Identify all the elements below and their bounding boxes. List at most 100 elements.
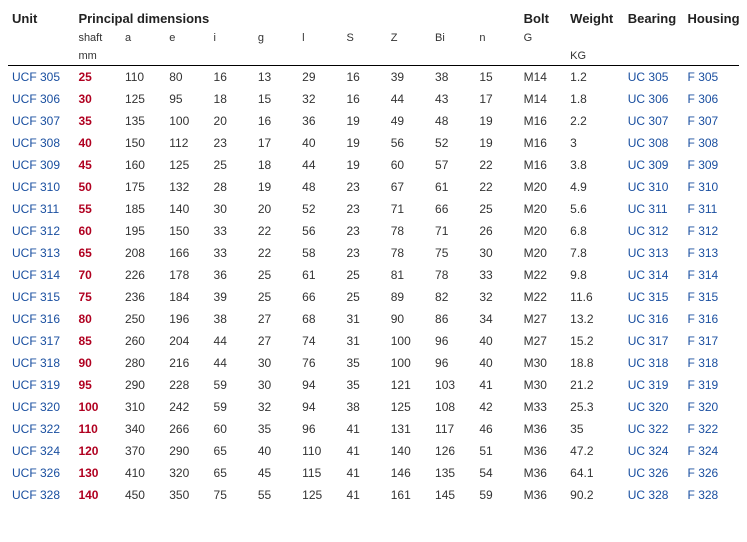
bearing-dimensions-table: Unit Principal dimensions Bolt Weight Be… <box>8 8 739 506</box>
bearing-link[interactable]: UC 306 <box>624 88 684 110</box>
shaft-value: 40 <box>74 132 121 154</box>
bearing-link[interactable]: UC 324 <box>624 440 684 462</box>
weight-value: 5.6 <box>566 198 624 220</box>
bearing-link[interactable]: UC 320 <box>624 396 684 418</box>
housing-link[interactable]: F 324 <box>684 440 739 462</box>
housing-link[interactable]: F 309 <box>684 154 739 176</box>
unit-link[interactable]: UCF 320 <box>8 396 74 418</box>
unit-link[interactable]: UCF 317 <box>8 330 74 352</box>
dim-e: 140 <box>165 198 209 220</box>
housing-link[interactable]: F 306 <box>684 88 739 110</box>
housing-link[interactable]: F 314 <box>684 264 739 286</box>
bearing-link[interactable]: UC 309 <box>624 154 684 176</box>
dim-l: 94 <box>298 374 342 396</box>
dim-i: 20 <box>210 110 254 132</box>
dim-S: 41 <box>342 418 386 440</box>
dim-n: 26 <box>475 220 519 242</box>
bearing-link[interactable]: UC 308 <box>624 132 684 154</box>
housing-link[interactable]: F 305 <box>684 66 739 88</box>
bearing-link[interactable]: UC 307 <box>624 110 684 132</box>
unit-link[interactable]: UCF 313 <box>8 242 74 264</box>
housing-link[interactable]: F 311 <box>684 198 739 220</box>
housing-link[interactable]: F 317 <box>684 330 739 352</box>
bolt-G: M20 <box>520 176 567 198</box>
unit-link[interactable]: UCF 314 <box>8 264 74 286</box>
unit-link[interactable]: UCF 305 <box>8 66 74 88</box>
dim-S: 31 <box>342 330 386 352</box>
dim-Z: 131 <box>387 418 431 440</box>
unit-link[interactable]: UCF 310 <box>8 176 74 198</box>
dim-n: 34 <box>475 308 519 330</box>
housing-link[interactable]: F 313 <box>684 242 739 264</box>
unit-link[interactable]: UCF 307 <box>8 110 74 132</box>
housing-link[interactable]: F 318 <box>684 352 739 374</box>
bearing-link[interactable]: UC 326 <box>624 462 684 484</box>
bearing-link[interactable]: UC 315 <box>624 286 684 308</box>
bearing-link[interactable]: UC 316 <box>624 308 684 330</box>
unit-link[interactable]: UCF 328 <box>8 484 74 506</box>
shaft-value: 45 <box>74 154 121 176</box>
bearing-link[interactable]: UC 310 <box>624 176 684 198</box>
unit-link[interactable]: UCF 316 <box>8 308 74 330</box>
subheader-Z: Z <box>387 29 431 47</box>
dim-e: 132 <box>165 176 209 198</box>
table-body: UCF 305251108016132916393815M141.2UC 305… <box>8 66 739 506</box>
dim-n: 46 <box>475 418 519 440</box>
unit-link[interactable]: UCF 324 <box>8 440 74 462</box>
dim-Bi: 96 <box>431 330 475 352</box>
bearing-link[interactable]: UC 311 <box>624 198 684 220</box>
bearing-link[interactable]: UC 317 <box>624 330 684 352</box>
dim-Z: 67 <box>387 176 431 198</box>
housing-link[interactable]: F 316 <box>684 308 739 330</box>
subheader-a: a <box>121 29 165 47</box>
unit-link[interactable]: UCF 326 <box>8 462 74 484</box>
bearing-link[interactable]: UC 328 <box>624 484 684 506</box>
unit-link[interactable]: UCF 312 <box>8 220 74 242</box>
housing-link[interactable]: F 320 <box>684 396 739 418</box>
dim-l: 110 <box>298 440 342 462</box>
bearing-link[interactable]: UC 318 <box>624 352 684 374</box>
housing-link[interactable]: F 322 <box>684 418 739 440</box>
bearing-link[interactable]: UC 322 <box>624 418 684 440</box>
housing-link[interactable]: F 312 <box>684 220 739 242</box>
dim-S: 23 <box>342 242 386 264</box>
dim-Bi: 75 <box>431 242 475 264</box>
housing-link[interactable]: F 328 <box>684 484 739 506</box>
housing-link[interactable]: F 326 <box>684 462 739 484</box>
bearing-link[interactable]: UC 305 <box>624 66 684 88</box>
dim-S: 19 <box>342 132 386 154</box>
dim-Bi: 135 <box>431 462 475 484</box>
unit-link[interactable]: UCF 319 <box>8 374 74 396</box>
dim-n: 40 <box>475 330 519 352</box>
unit-link[interactable]: UCF 315 <box>8 286 74 308</box>
dim-a: 208 <box>121 242 165 264</box>
bolt-G: M16 <box>520 132 567 154</box>
housing-link[interactable]: F 308 <box>684 132 739 154</box>
dim-S: 41 <box>342 484 386 506</box>
dim-g: 32 <box>254 396 298 418</box>
dim-e: 80 <box>165 66 209 88</box>
housing-link[interactable]: F 310 <box>684 176 739 198</box>
bearing-link[interactable]: UC 314 <box>624 264 684 286</box>
housing-link[interactable]: F 307 <box>684 110 739 132</box>
shaft-value: 30 <box>74 88 121 110</box>
housing-link[interactable]: F 319 <box>684 374 739 396</box>
unit-link[interactable]: UCF 311 <box>8 198 74 220</box>
dim-Bi: 48 <box>431 110 475 132</box>
dim-a: 160 <box>121 154 165 176</box>
unit-link[interactable]: UCF 306 <box>8 88 74 110</box>
dim-Z: 81 <box>387 264 431 286</box>
dim-e: 350 <box>165 484 209 506</box>
dim-g: 35 <box>254 418 298 440</box>
unit-link[interactable]: UCF 318 <box>8 352 74 374</box>
dim-a: 290 <box>121 374 165 396</box>
bearing-link[interactable]: UC 313 <box>624 242 684 264</box>
dim-i: 65 <box>210 462 254 484</box>
unit-link[interactable]: UCF 309 <box>8 154 74 176</box>
dim-i: 28 <box>210 176 254 198</box>
bearing-link[interactable]: UC 319 <box>624 374 684 396</box>
housing-link[interactable]: F 315 <box>684 286 739 308</box>
bearing-link[interactable]: UC 312 <box>624 220 684 242</box>
unit-link[interactable]: UCF 322 <box>8 418 74 440</box>
unit-link[interactable]: UCF 308 <box>8 132 74 154</box>
